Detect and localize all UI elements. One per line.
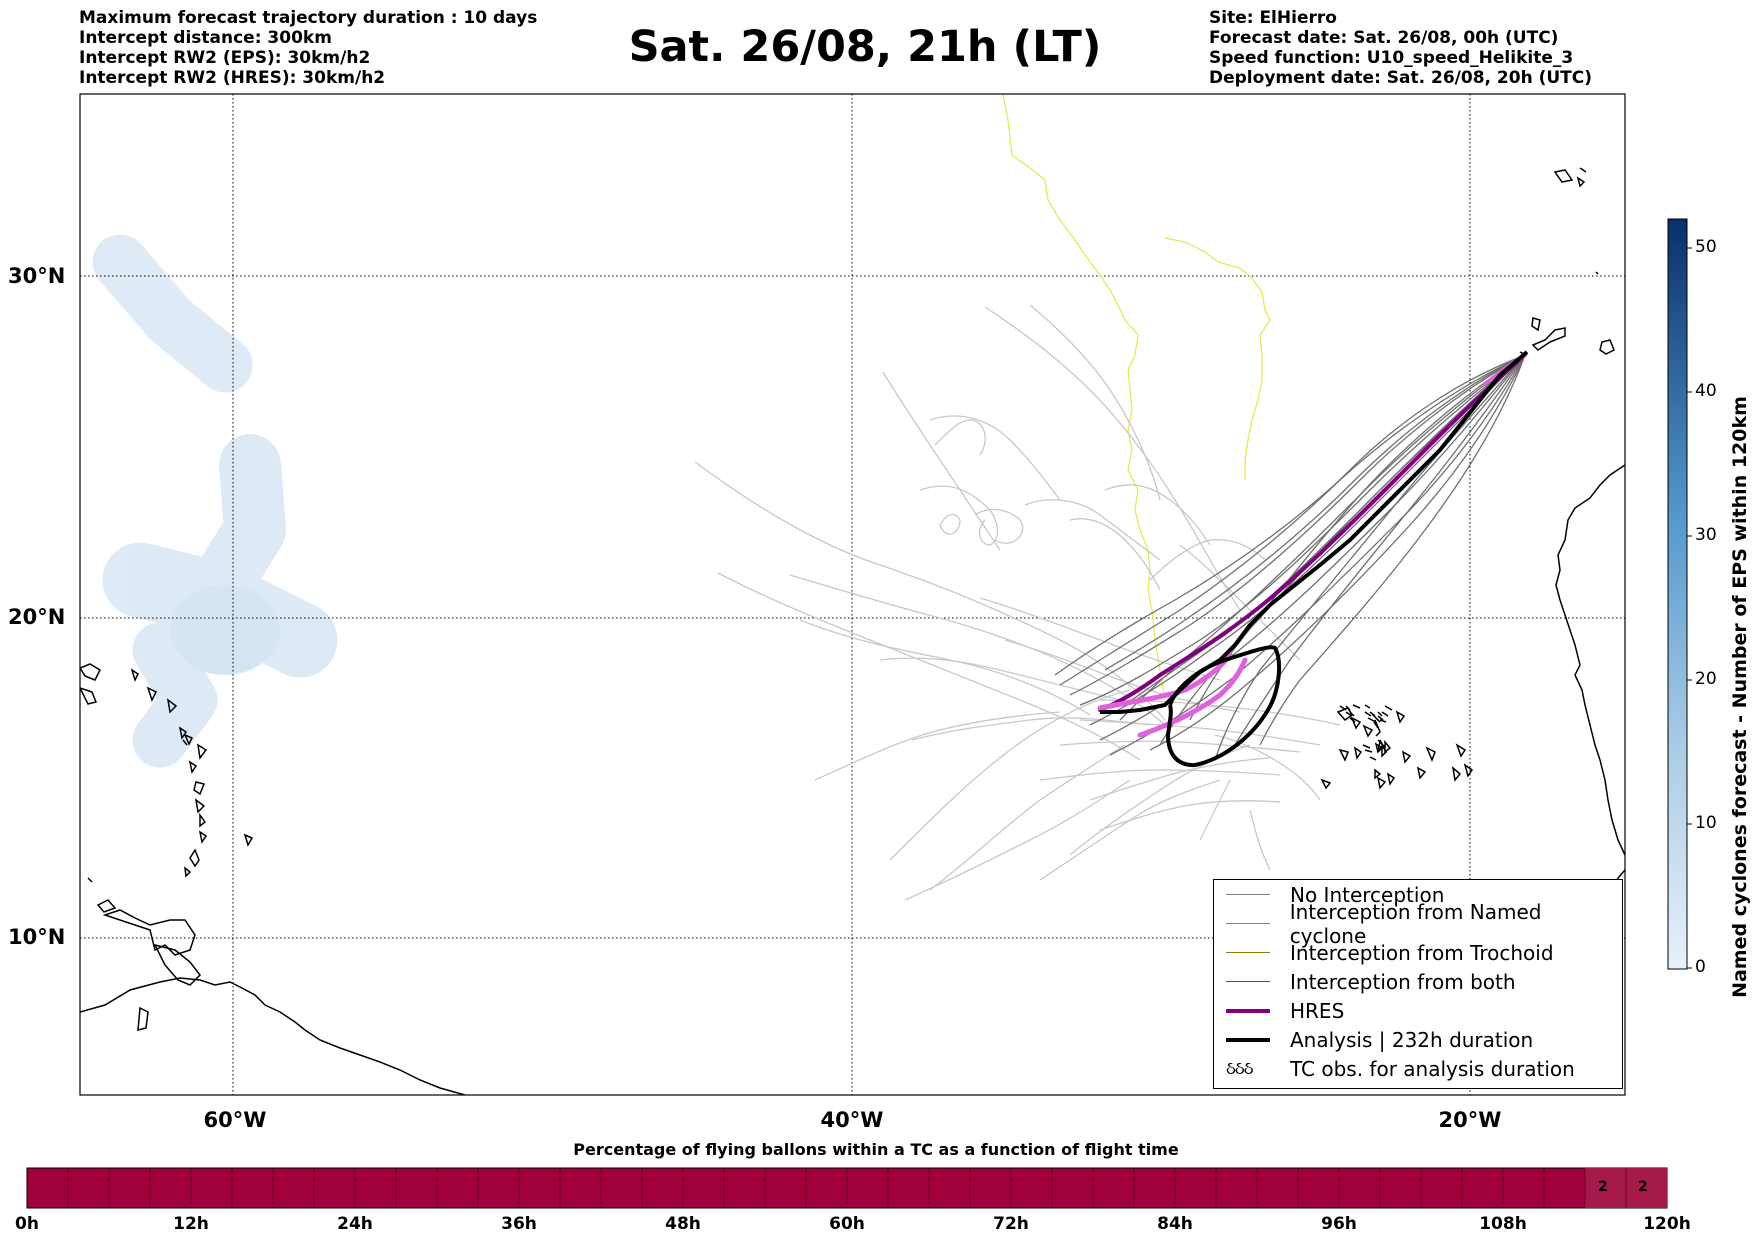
lon-label-60W: 60°W: [203, 1108, 267, 1132]
lat-label-30N: 30°N: [8, 264, 66, 288]
colorbar: [1667, 218, 1692, 970]
tc-symbol-icon: ઠઠઠ: [1226, 1059, 1254, 1079]
map-frame: [79, 93, 1626, 1096]
colorbar-tick: 40: [1695, 381, 1717, 401]
legend-item-analysis: Analysis | 232h duration: [1226, 1026, 1533, 1054]
legend-label: Interception from both: [1290, 970, 1516, 994]
timeline-label: 72h: [993, 1214, 1029, 1234]
header-right-line: Site: ElHierro: [1209, 8, 1337, 28]
legend-item-tc-obs: ઠઠઠ TC obs. for analysis duration: [1226, 1055, 1575, 1083]
colorbar-label: Named cyclones forecast - Number of EPS …: [1729, 396, 1751, 998]
coastline: [80, 167, 1625, 1095]
header-right-line: Speed function: U10_speed_Helikite_3: [1209, 48, 1574, 68]
colorbar-tick: 50: [1695, 237, 1717, 257]
map-gridlines: [80, 94, 1625, 1095]
legend-label: Interception from Named cyclone: [1289, 900, 1542, 948]
legend-label: Interception from Trochoid: [1290, 941, 1554, 965]
ens-trajectories-light: [694, 304, 1341, 901]
timeline-label: 0h: [15, 1214, 39, 1234]
legend-item-named-cyclone: Interception from Named cyclone: [1226, 900, 1622, 948]
lon-label-40W: 40°W: [820, 1108, 884, 1132]
colorbar-tick: 10: [1695, 813, 1717, 833]
header-right-info: Site: ElHierro Forecast date: Sat. 26/08…: [1209, 8, 1592, 88]
timeline-label: 120h: [1643, 1214, 1691, 1234]
colorbar-tick: 30: [1695, 525, 1717, 545]
timeline-label: 36h: [501, 1214, 537, 1234]
timeline-label: 60h: [829, 1214, 865, 1234]
legend-item-both: Interception from both: [1226, 968, 1516, 996]
legend-item-hres: HRES: [1226, 997, 1344, 1025]
yellow-trajectories: [1002, 94, 1271, 701]
legend-label: HRES: [1290, 999, 1345, 1023]
legend-label: TC obs. for analysis duration: [1290, 1057, 1575, 1081]
header-left-line: Maximum forecast trajectory duration : 1…: [79, 8, 538, 28]
analysis-trajectory: [1100, 350, 1529, 768]
timeline-label: 84h: [1157, 1214, 1193, 1234]
header-left-line: Intercept RW2 (HRES): 30km/h2: [79, 68, 386, 88]
header-left-line: Intercept RW2 (EPS): 30km/h2: [79, 48, 371, 68]
timeline-cell-value: 2: [1598, 1179, 1608, 1195]
legend-item-no-interception: No Interception: [1226, 881, 1444, 909]
map-title: Sat. 26/08, 21h (LT): [628, 22, 1102, 72]
map-legend: No Interception Interception from Named …: [1213, 879, 1623, 1089]
timeline-label: 48h: [665, 1214, 701, 1234]
timeline-title: Percentage of flying ballons within a TC…: [573, 1140, 1179, 1159]
timeline-bar: [26, 1167, 1668, 1209]
legend-label: No Interception: [1290, 883, 1445, 907]
lon-label-20W: 20°W: [1438, 1108, 1502, 1132]
timeline-cell-value: 2: [1638, 1179, 1648, 1195]
header-left-line: Intercept distance: 300km: [79, 28, 332, 48]
header-right-line: Forecast date: Sat. 26/08, 00h (UTC): [1209, 28, 1559, 48]
header-right-line: Deployment date: Sat. 26/08, 20h (UTC): [1209, 68, 1593, 88]
header-left-info: Maximum forecast trajectory duration : 1…: [79, 8, 537, 88]
lat-label-10N: 10°N: [8, 925, 66, 949]
timeline-label: 12h: [173, 1214, 209, 1234]
legend-item-trochoid: Interception from Trochoid: [1226, 939, 1554, 967]
cyclone-density-swath: [92, 234, 338, 768]
timeline-label: 108h: [1479, 1214, 1527, 1234]
legend-label: Analysis | 232h duration: [1290, 1028, 1534, 1052]
colorbar-tick: 0: [1695, 957, 1706, 977]
lat-label-20N: 20°N: [8, 605, 66, 629]
timeline-label: 96h: [1321, 1214, 1357, 1234]
colorbar-tick: 20: [1695, 669, 1717, 689]
timeline-label: 24h: [337, 1214, 373, 1234]
